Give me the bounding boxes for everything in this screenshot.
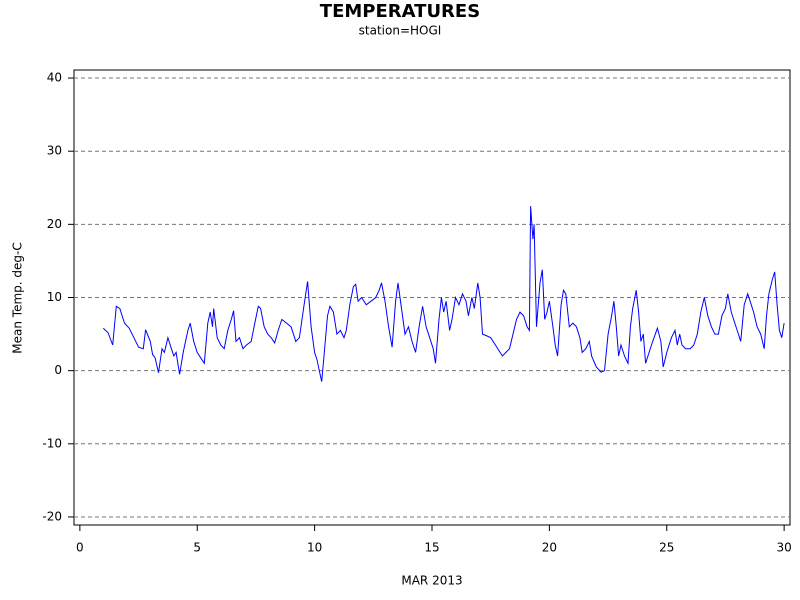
y-tick-label: -10 xyxy=(42,436,62,450)
data-line xyxy=(102,206,785,382)
chart-subtitle: station=HOGI xyxy=(359,24,442,38)
x-tick-label: 10 xyxy=(307,541,322,555)
y-tick-label: 20 xyxy=(47,217,62,231)
y-tick-label: 30 xyxy=(47,144,62,158)
chart-title: TEMPERATURES xyxy=(320,1,480,22)
x-tick-label: 0 xyxy=(76,541,84,555)
y-tick-label: 10 xyxy=(47,290,62,304)
y-tick-label: 0 xyxy=(54,363,62,377)
x-axis-label: MAR 2013 xyxy=(401,574,462,588)
x-tick-label: 20 xyxy=(542,541,557,555)
x-tick-label: 25 xyxy=(659,541,674,555)
y-tick-label: -20 xyxy=(42,509,62,523)
x-tick-label: 15 xyxy=(424,541,439,555)
x-tick-label: 5 xyxy=(193,541,201,555)
y-axis-label: Mean Temp. deg-C xyxy=(11,242,25,353)
y-tick-label: 40 xyxy=(47,71,62,85)
x-tick-label: 30 xyxy=(776,541,791,555)
